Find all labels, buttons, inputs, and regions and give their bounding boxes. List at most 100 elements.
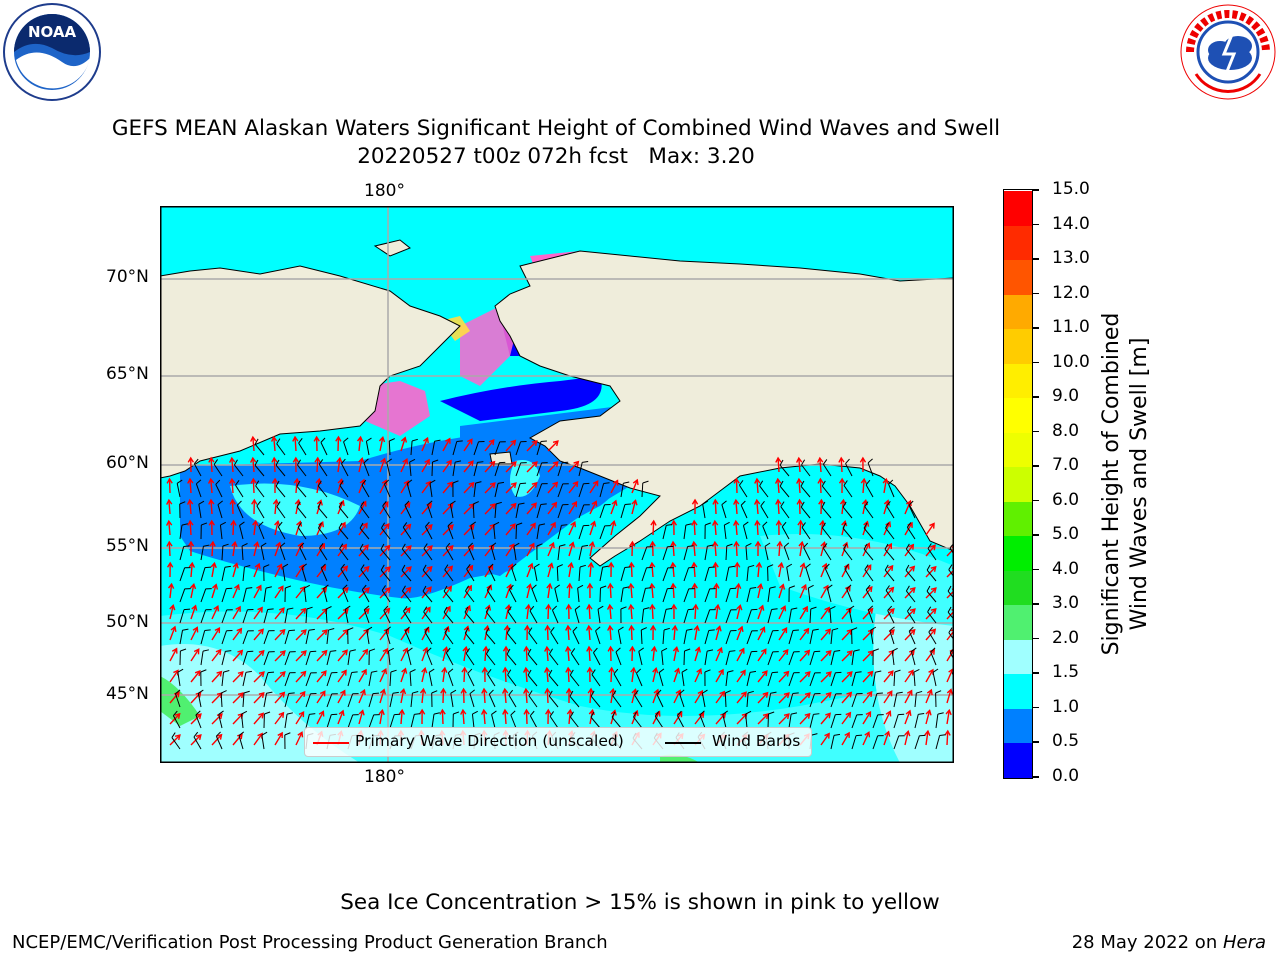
wind-barb (662, 524, 673, 540)
wind-barb (927, 543, 937, 561)
wave-direction-arrow (567, 561, 574, 578)
wave-direction-arrow (649, 624, 657, 641)
wind-barb (851, 693, 863, 708)
wave-direction-arrow (270, 435, 278, 452)
wave-direction-arrow (252, 519, 259, 536)
wave-direction-arrow (442, 565, 454, 578)
wave-direction-arrow (379, 523, 390, 536)
wind-barb (387, 647, 394, 666)
wave-direction-arrow (630, 666, 637, 683)
wind-barb (935, 734, 946, 750)
sea-ice-patch-1 (365, 381, 430, 436)
wind-barb (297, 459, 307, 477)
wind-barb (217, 500, 223, 519)
wind-barb (174, 689, 181, 708)
colorbar-tick-label: 4.0 (1052, 558, 1080, 579)
wind-barb (473, 440, 485, 456)
wind-barb (263, 691, 273, 708)
wind-barb (465, 585, 475, 603)
wind-barb (617, 626, 624, 645)
wind-barb (914, 690, 923, 708)
wave-direction-arrow (505, 502, 517, 515)
wave-direction-arrow (736, 604, 743, 620)
wave-direction-arrow (883, 710, 892, 725)
wind-barb (906, 522, 916, 540)
wave-direction-arrow (358, 478, 366, 494)
wind-barb (428, 668, 435, 687)
wave-direction-arrow (526, 481, 538, 494)
wind-barb (746, 690, 754, 708)
wave-direction-arrow (337, 543, 348, 557)
wind-barb (410, 691, 419, 708)
wave-direction-arrow (232, 627, 243, 641)
wave-direction-arrow (799, 627, 810, 641)
wave-direction-arrow (799, 605, 808, 620)
wind-barb (599, 504, 611, 519)
wind-barb (422, 585, 433, 603)
wave-direction-arrow (778, 713, 790, 725)
wave-direction-arrow (925, 587, 937, 599)
colorbar-tick-label: 6.0 (1052, 489, 1080, 510)
wind-barb (445, 542, 454, 561)
wind-barb (683, 545, 694, 561)
wind-barb (679, 689, 685, 708)
wave-direction-arrow (253, 628, 264, 641)
wave-direction-arrow (715, 668, 724, 683)
wind-barb (305, 672, 317, 687)
wave-direction-arrow (862, 607, 874, 620)
wave-direction-arrow (295, 690, 306, 704)
wind-barb (531, 584, 538, 603)
wind-barb (431, 690, 438, 708)
wind-barb (926, 585, 937, 603)
wave-direction-arrow (358, 668, 367, 683)
wind-barb (767, 711, 775, 729)
wave-direction-arrow (232, 583, 240, 599)
colorbar-segment (1004, 466, 1032, 502)
wave-direction-arrow (463, 438, 473, 452)
wind-barb (930, 647, 937, 666)
wind-barb (611, 711, 622, 729)
wind-barb (515, 522, 523, 540)
wind-barb (599, 525, 611, 540)
wave-direction-arrow (610, 479, 619, 494)
wind-barb (452, 711, 460, 729)
wind-barb (557, 544, 566, 561)
wave-direction-arrow (379, 544, 391, 557)
wind-barb (893, 669, 901, 687)
wind-barb (800, 480, 811, 498)
wind-barb (409, 669, 416, 687)
colorbar-tick (1033, 499, 1039, 502)
wind-barb (263, 711, 271, 729)
wind-barb (515, 441, 527, 456)
wind-barb (746, 587, 757, 603)
wind-barb (296, 501, 307, 519)
wind-barb (788, 651, 800, 666)
wind-barb (179, 567, 191, 582)
wind-barb (725, 629, 737, 645)
wave-direction-arrow (586, 666, 594, 683)
wave-direction-arrow (732, 519, 740, 536)
wave-direction-arrow (253, 584, 262, 599)
wave-direction-arrow (925, 565, 937, 578)
wind-barb (242, 650, 254, 666)
wave-direction-arrow (778, 627, 788, 641)
map-legend: Primary Wave Direction (unscaled) Wind B… (304, 727, 812, 757)
wind-barb (745, 543, 752, 561)
wave-direction-arrow (841, 671, 853, 683)
wind-barb (809, 606, 817, 624)
chart-subtitle: 20220527 t00z 072h fcst Max: 3.20 (357, 144, 755, 169)
wave-direction-arrow (295, 650, 307, 662)
wind-barb (788, 585, 795, 603)
wave-direction-arrow (733, 540, 740, 557)
wind-barb (236, 500, 244, 519)
wind-barb (341, 458, 349, 477)
wave-direction-arrow (649, 561, 656, 578)
wave-direction-arrow (755, 561, 763, 578)
wave-direction-arrow (421, 458, 430, 473)
wind-barb (361, 584, 370, 603)
wave-direction-arrow (883, 521, 892, 536)
wave-direction-arrow (925, 544, 936, 557)
wind-barb (443, 606, 454, 624)
wave-direction-arrow (526, 522, 536, 536)
wind-barb (235, 480, 244, 498)
